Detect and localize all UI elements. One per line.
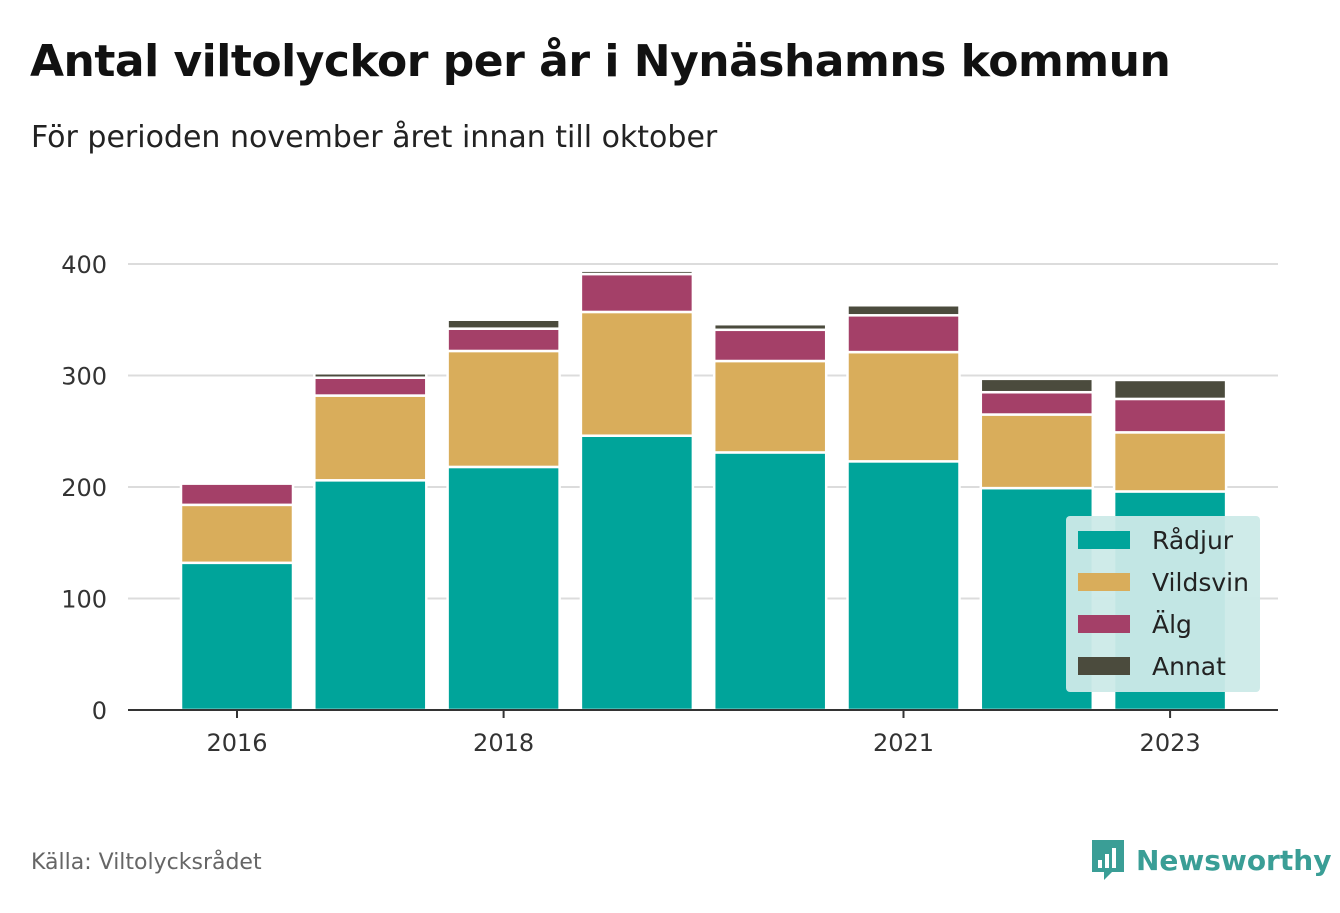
bar-segment: [313, 372, 428, 379]
legend-label: Annat: [1152, 652, 1226, 681]
bar-segment: [579, 310, 695, 437]
bar-segment: [1112, 378, 1228, 401]
bar-segment: [846, 304, 961, 317]
brand-logo: Newsworthy: [1090, 838, 1331, 882]
bar-segment: [579, 269, 695, 276]
bar-segment: [979, 413, 1095, 490]
legend-swatch: [1078, 657, 1130, 675]
bar-segment: [179, 482, 295, 507]
y-tick-label: 300: [61, 363, 107, 391]
bar-segment: [712, 359, 828, 454]
bar-segment: [712, 451, 828, 712]
legend-label: Älg: [1152, 610, 1192, 639]
legend-label: Vildsvin: [1152, 568, 1249, 597]
bar-segment: [846, 350, 961, 463]
bar-segment: [1112, 431, 1228, 493]
bar-segment: [446, 327, 561, 353]
brand-name: Newsworthy: [1136, 843, 1332, 877]
x-tick-label: 2018: [473, 729, 534, 757]
legend-label: Rådjur: [1152, 526, 1234, 555]
bar-segment: [179, 561, 295, 712]
bar-segment: [179, 503, 295, 565]
bar-segment: [712, 322, 828, 332]
y-tick-label: 100: [61, 586, 107, 614]
bar-segment: [579, 272, 695, 314]
y-tick-label: 200: [61, 474, 107, 502]
bar-segment: [1112, 397, 1228, 434]
x-tick-label: 2016: [206, 729, 267, 757]
bar-segment: [313, 479, 428, 712]
bar-segment: [446, 318, 561, 330]
chart-title: Antal viltolyckor per år i Nynäshamns ko…: [30, 36, 1171, 87]
source-note: Källa: Viltolycksrådet: [31, 850, 262, 875]
bar-segment: [979, 377, 1095, 394]
legend-swatch: [1078, 573, 1130, 591]
bar-chart-speech-bubble-icon: [1092, 840, 1124, 880]
x-tick-label: 2021: [873, 729, 934, 757]
bar-segment: [712, 328, 828, 363]
bar-segment: [846, 314, 961, 354]
y-tick-label: 0: [92, 697, 107, 725]
legend-swatch: [1078, 531, 1130, 549]
bar-segment: [979, 390, 1095, 416]
bar-segment: [846, 460, 961, 712]
bar-segment: [446, 465, 561, 712]
bar-segment: [313, 394, 428, 482]
bar-segment: [446, 349, 561, 469]
legend-swatch: [1078, 615, 1130, 633]
bar-segment: [579, 434, 695, 712]
bar-segment: [313, 376, 428, 397]
legend-box: [1066, 516, 1260, 692]
chart-subtitle: För perioden november året innan till ok…: [31, 120, 718, 155]
x-tick-label: 2023: [1140, 729, 1201, 757]
y-tick-label: 400: [61, 251, 107, 279]
